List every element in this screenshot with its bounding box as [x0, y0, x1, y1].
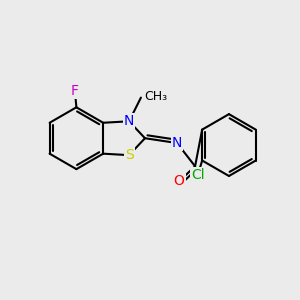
Text: N: N: [172, 136, 182, 150]
Text: O: O: [174, 174, 184, 188]
Text: S: S: [125, 148, 134, 162]
Text: N: N: [124, 114, 134, 128]
Text: Cl: Cl: [191, 168, 205, 182]
Text: CH₃: CH₃: [145, 90, 168, 103]
Text: F: F: [71, 84, 79, 98]
